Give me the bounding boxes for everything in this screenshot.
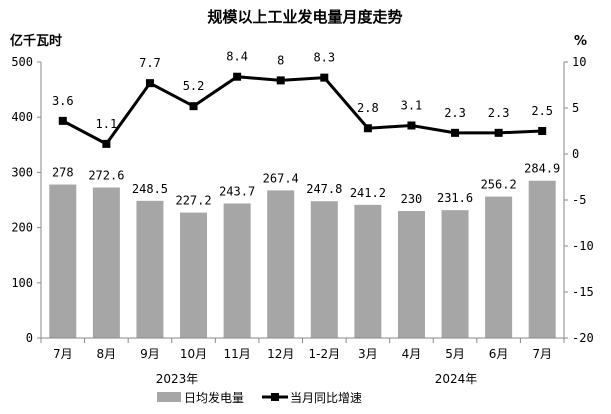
line-marker: [320, 73, 329, 82]
bar: [136, 200, 164, 338]
x-tick-label: 11月: [223, 347, 250, 361]
left-tick-label: 0: [26, 331, 33, 345]
line-marker: [276, 76, 285, 85]
x-tick-label: 12月: [267, 347, 294, 361]
year-label-2024: 2024年: [435, 372, 478, 386]
bar-value-label: 256.2: [481, 178, 517, 192]
right-axis-unit: %: [574, 34, 587, 49]
line-value-label: 5.2: [183, 79, 205, 93]
line-value-label: 1.1: [96, 117, 118, 131]
left-tick-label: 200: [11, 221, 33, 235]
chart-title: 规模以上工业发电量月度走势: [207, 8, 402, 26]
left-tick-label: 300: [11, 165, 33, 179]
x-tick-label: 10月: [180, 347, 207, 361]
bar: [528, 180, 556, 338]
bar: [223, 203, 251, 338]
bar: [310, 201, 338, 338]
bar-value-label: 241.2: [350, 186, 386, 200]
bar: [485, 196, 513, 338]
bar: [180, 212, 208, 338]
x-tick-label: 9月: [140, 347, 160, 361]
line-marker: [494, 128, 503, 137]
x-tick-label: 7月: [532, 347, 552, 361]
line-value-label: 7.7: [139, 56, 161, 70]
line-marker: [145, 79, 154, 88]
line-value-label: 8: [277, 53, 284, 67]
line-marker: [363, 124, 372, 133]
left-axis-unit: 亿千瓦时: [10, 33, 62, 49]
right-tick-label: 10: [572, 55, 586, 69]
bar-value-label: 272.6: [88, 169, 124, 183]
bar-value-label: 230: [401, 192, 423, 206]
bar: [267, 190, 295, 338]
x-tick-label: 1-2月: [308, 347, 340, 361]
bar: [49, 184, 77, 338]
line-value-label: 3.6: [52, 94, 74, 108]
bar-value-label: 248.5: [132, 182, 168, 196]
left-tick-label: 400: [11, 110, 33, 124]
line-marker: [233, 72, 242, 81]
x-tick-label: 4月: [402, 347, 422, 361]
legend-bar-swatch: [157, 392, 181, 402]
growth-line: [62, 75, 543, 146]
line-marker: [451, 128, 460, 137]
x-tick-label: 8月: [97, 347, 117, 361]
legend: 日均发电量 当月同比增速: [157, 390, 362, 405]
bar: [441, 210, 469, 338]
bar-value-label: 284.9: [524, 162, 560, 176]
right-tick-label: 5: [572, 101, 579, 115]
legend-line-label: 当月同比增速: [290, 391, 362, 405]
bar: [397, 211, 425, 338]
bar-value-label: 231.6: [437, 191, 473, 205]
year-label-2023: 2023年: [156, 372, 199, 386]
x-tick-label: 6月: [489, 347, 509, 361]
bar-value-label: 227.2: [175, 194, 211, 208]
line-marker: [189, 102, 198, 111]
line-marker: [102, 139, 111, 148]
legend-bar-label: 日均发电量: [184, 390, 244, 405]
right-tick-label: -15: [572, 285, 594, 299]
line-value-label: 3.1: [401, 98, 423, 112]
x-tick-label: 7月: [53, 347, 73, 361]
left-tick-label: 100: [11, 276, 33, 290]
right-tick-label: -10: [572, 239, 594, 253]
line-value-label: 2.5: [531, 104, 553, 118]
line-value-label: 8.4: [226, 50, 248, 64]
bar-value-label: 243.7: [219, 184, 255, 198]
bar: [92, 187, 120, 338]
left-tick-label: 500: [11, 55, 33, 69]
right-tick-label: 0: [572, 147, 579, 161]
right-tick-label: -20: [572, 331, 594, 345]
bar: [354, 204, 382, 338]
line-value-label: 2.3: [444, 106, 466, 120]
line-marker: [58, 116, 67, 125]
line-marker: [407, 121, 416, 130]
line-marker: [538, 127, 547, 135]
bar-value-label: 267.4: [263, 171, 299, 185]
x-tick-label: 3月: [358, 347, 378, 361]
line-value-label: 8.3: [313, 51, 335, 65]
legend-line-marker: [271, 393, 279, 401]
right-tick-label: -5: [572, 193, 586, 207]
line-value-label: 2.3: [488, 106, 510, 120]
bar-value-label: 247.8: [306, 182, 342, 196]
x-tick-label: 5月: [445, 347, 465, 361]
line-value-label: 2.8: [357, 101, 379, 115]
bar-value-label: 278: [52, 166, 74, 180]
